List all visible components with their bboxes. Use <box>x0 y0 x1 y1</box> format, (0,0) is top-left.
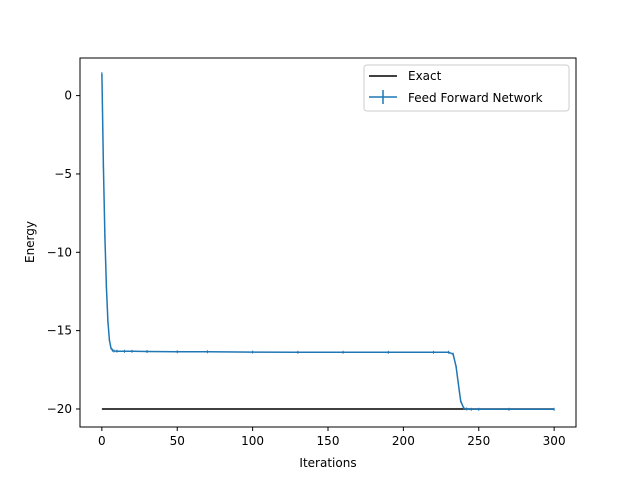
y-tick-label: −20 <box>47 402 72 416</box>
x-axis-label: Iterations <box>299 456 356 470</box>
legend: Exact Feed Forward Network <box>363 64 570 112</box>
y-tick-label: −5 <box>54 167 72 181</box>
x-tick-label: 200 <box>392 434 415 448</box>
plot-frame <box>79 57 577 428</box>
x-tick-label: 250 <box>467 434 490 448</box>
x-tick-label: 150 <box>317 434 340 448</box>
x-tick-label: 100 <box>241 434 264 448</box>
y-axis-label: Energy <box>23 221 37 263</box>
y-tick-label: 0 <box>64 89 72 103</box>
x-tick-label: 50 <box>170 434 185 448</box>
x-tick-label: 0 <box>98 434 106 448</box>
legend-label-ffn: Feed Forward Network <box>408 91 543 105</box>
series-layer <box>101 72 555 411</box>
y-tick-label: −15 <box>47 324 72 338</box>
y-tick-label: −10 <box>47 245 72 259</box>
legend-box <box>363 64 570 112</box>
x-tick-label: 300 <box>543 434 566 448</box>
axes-layer: 0 50 100 150 200 250 300 0 −5 −10 −15 −20 <box>47 89 566 448</box>
plot-area <box>80 58 576 427</box>
legend-label-exact: Exact <box>408 69 442 83</box>
